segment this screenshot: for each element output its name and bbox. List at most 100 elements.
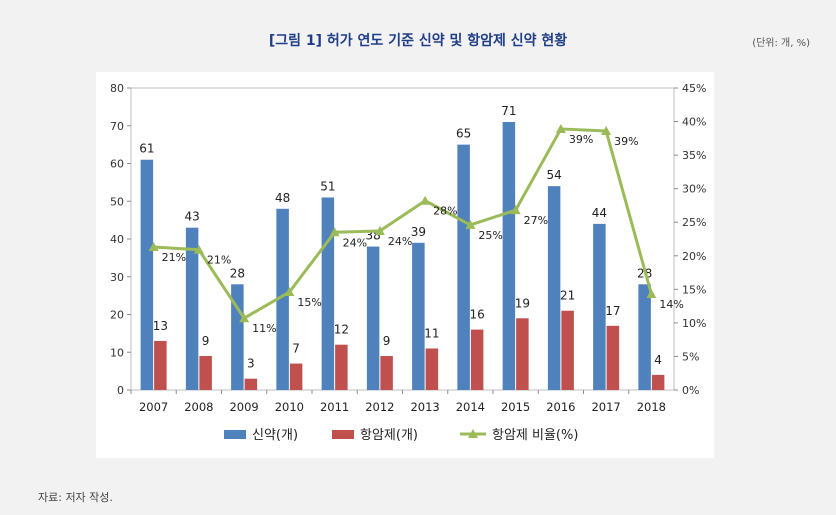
bar-new-drugs-label: 71 — [501, 104, 516, 118]
bar-new-drugs-label: 54 — [546, 168, 561, 182]
left-axis-tick-label: 10 — [110, 346, 124, 359]
left-axis-tick-label: 60 — [110, 158, 124, 171]
bar-new-drugs — [140, 159, 154, 390]
right-axis-tick-label: 20% — [682, 250, 706, 263]
bar-new-drugs — [457, 144, 470, 390]
x-axis-tick-label: 2010 — [275, 400, 304, 414]
bar-new-drugs — [366, 246, 380, 390]
bar-anticancer — [606, 325, 620, 390]
ratio-label: 21% — [207, 254, 231, 267]
source-note: 자료: 저자 작성. — [38, 491, 113, 504]
bar-anticancer — [561, 310, 574, 390]
bar-anticancer — [516, 318, 529, 390]
x-axis-tick-label: 2007 — [139, 400, 168, 414]
bar-anticancer — [154, 340, 167, 390]
legend-label-ratio: 항암제 비율(%) — [492, 428, 578, 443]
right-axis-tick-label: 10% — [682, 317, 706, 330]
ratio-label: 28% — [433, 205, 457, 218]
unit-label: (단위: 개, %) — [752, 38, 810, 49]
ratio-marker — [646, 289, 657, 299]
ratio-marker — [284, 287, 295, 297]
ratio-marker — [374, 225, 385, 235]
ratio-label: 24% — [388, 235, 412, 248]
bar-new-drugs-label: 65 — [456, 127, 471, 141]
ratio-label: 39% — [569, 133, 593, 146]
combo-chart: 0 10 20 30 40 50 60 70 80 0% 5% 10% 15% 20% 25% 30% 35% 4… — [110, 82, 706, 443]
bar-anticancer — [335, 344, 348, 390]
bar-anticancer — [470, 329, 484, 390]
right-axis-tick-label: 15% — [682, 283, 706, 296]
ratio-marker — [239, 313, 250, 323]
ratio-marker — [193, 244, 204, 254]
ratio-marker — [148, 242, 159, 252]
left-axis-tick-label: 80 — [110, 82, 124, 95]
x-axis-tick-label: 2014 — [456, 400, 485, 414]
bar-anticancer-label: 9 — [202, 334, 210, 348]
left-axis-tick-label: 40 — [110, 233, 124, 246]
ratio-label: 15% — [297, 296, 321, 309]
bar-new-drugs-label: 48 — [275, 191, 290, 205]
left-axis-tick-label: 50 — [110, 195, 124, 208]
left-axis-tick-label: 30 — [110, 271, 124, 284]
ratio-label: 39% — [614, 135, 638, 148]
right-axis-tick-label: 25% — [682, 216, 706, 229]
bar-anticancer-label: 9 — [383, 334, 391, 348]
chart-title: [그림 1] 허가 연도 기준 신약 및 항암제 신약 현황 — [268, 33, 568, 49]
bar-anticancer-label: 7 — [292, 342, 300, 356]
bar-anticancer — [651, 374, 665, 390]
chart-panel: 0 10 20 30 40 50 60 70 80 0% 5% 10% 15% 20% 25% 30% 35% 4… — [96, 72, 714, 458]
bar-new-drugs — [185, 227, 199, 390]
x-axis-tick-label: 2011 — [320, 400, 349, 414]
legend-swatch-new-drugs — [224, 430, 246, 439]
x-axis-tick-label: 2016 — [546, 400, 575, 414]
legend-label-anticancer: 항암제(개) — [360, 428, 418, 443]
ratio-label: 24% — [343, 236, 367, 249]
ratio-marker — [420, 195, 431, 205]
bar-anticancer-label: 16 — [469, 308, 484, 322]
bar-new-drugs — [412, 242, 425, 390]
ratio-marker — [329, 227, 340, 237]
legend-swatch-anticancer — [332, 430, 354, 439]
bar-new-drugs — [547, 186, 561, 390]
left-axis-tick-label: 70 — [110, 120, 124, 133]
bar-anticancer-label: 21 — [560, 289, 575, 303]
bar-anticancer-label: 13 — [153, 319, 168, 333]
legend-label-new-drugs: 신약(개) — [252, 428, 298, 443]
right-axis-tick-label: 0% — [682, 384, 699, 397]
left-axis-tick-label: 0 — [117, 384, 124, 397]
bar-anticancer-label: 19 — [515, 296, 530, 310]
bar-new-drugs-label: 51 — [320, 179, 335, 193]
right-axis-tick-label: 40% — [682, 116, 706, 129]
ratio-label: 25% — [478, 229, 502, 242]
bar-anticancer-label: 17 — [605, 304, 620, 318]
bar-anticancer-label: 12 — [334, 323, 349, 337]
right-axis-tick-label: 35% — [682, 149, 706, 162]
bar-new-drugs-label: 28 — [230, 266, 245, 280]
bar-anticancer-label: 4 — [654, 353, 662, 367]
bar-new-drugs — [593, 223, 606, 390]
bar-new-drugs-label: 43 — [184, 210, 199, 224]
bar-anticancer — [425, 348, 439, 390]
bar-new-drugs — [638, 284, 651, 390]
right-axis-tick-label: 45% — [682, 82, 706, 95]
x-axis-tick-label: 2013 — [410, 400, 439, 414]
ratio-marker — [601, 125, 612, 135]
ratio-label: 27% — [524, 214, 548, 227]
right-axis-tick-label: 30% — [682, 183, 706, 196]
bar-new-drugs-label: 44 — [592, 206, 607, 220]
bar-new-drugs — [502, 121, 516, 390]
ratio-marker — [555, 123, 566, 133]
legend-marker-ratio — [468, 429, 478, 438]
ratio-label: 14% — [659, 298, 683, 311]
bar-new-drugs-label: 61 — [139, 142, 154, 156]
x-axis-tick-label: 2015 — [501, 400, 530, 414]
right-axis-tick-label: 5% — [682, 350, 699, 363]
bar-new-drugs — [321, 197, 335, 390]
x-axis-tick-label: 2008 — [184, 400, 213, 414]
x-axis-tick-label: 2009 — [229, 400, 258, 414]
bar-anticancer — [380, 356, 393, 390]
ratio-line — [153, 127, 653, 320]
bar-anticancer — [244, 378, 258, 390]
ratio-marker — [465, 219, 476, 229]
bar-new-drugs — [276, 208, 289, 390]
